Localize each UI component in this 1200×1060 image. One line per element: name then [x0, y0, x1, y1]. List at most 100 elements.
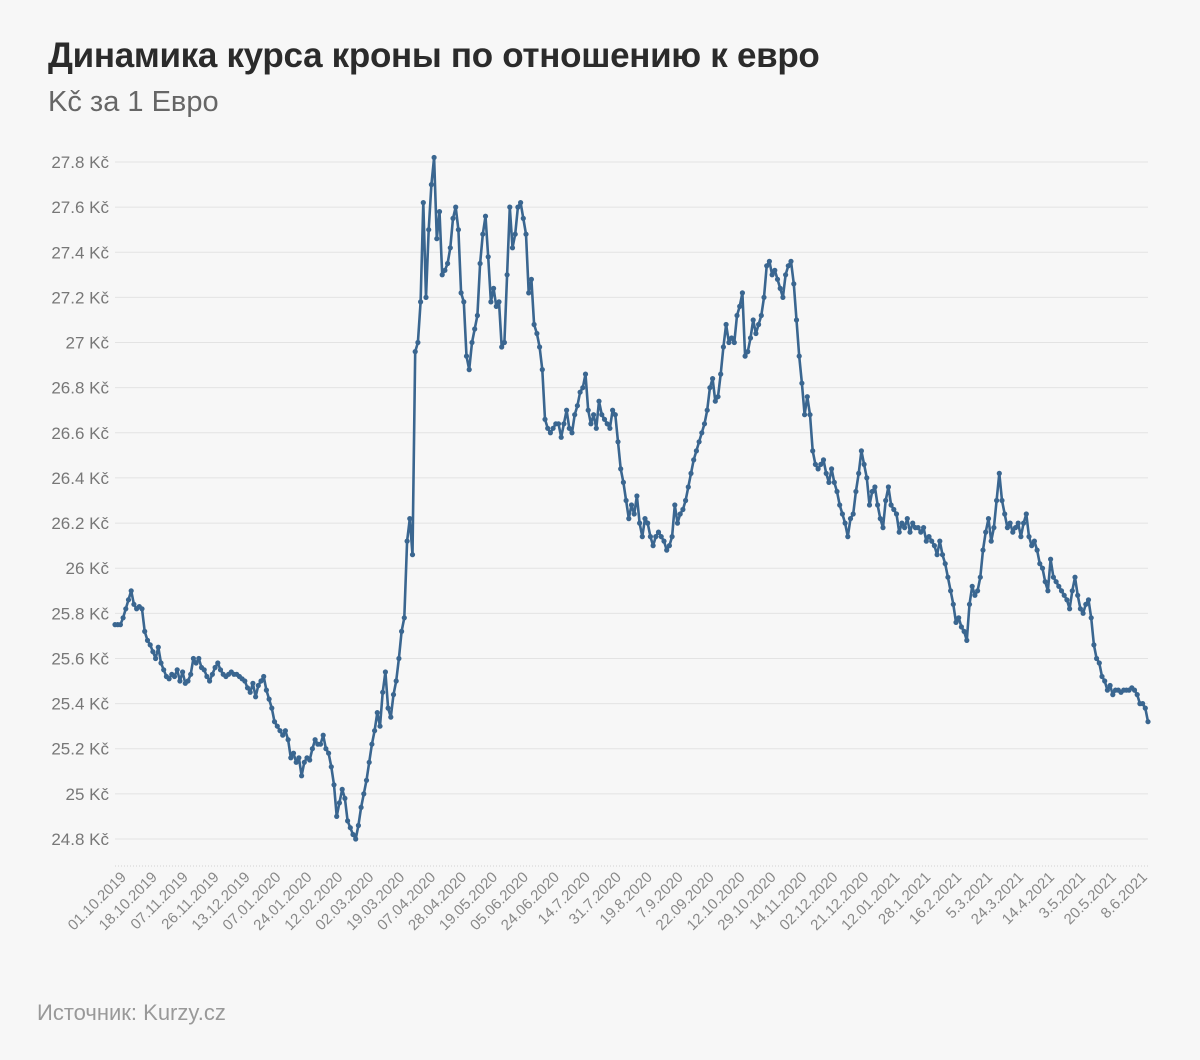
- y-tick-label: 26.4 Kč: [51, 469, 109, 488]
- data-point: [1045, 588, 1051, 594]
- data-point: [804, 394, 810, 400]
- data-point: [201, 667, 207, 673]
- data-point: [401, 615, 407, 621]
- data-point: [672, 502, 678, 508]
- data-point: [190, 655, 196, 662]
- data-point: [623, 497, 629, 504]
- data-point: [612, 412, 618, 418]
- data-point: [1012, 525, 1019, 531]
- data-point: [312, 737, 318, 743]
- data-point: [842, 520, 848, 526]
- data-point: [461, 299, 467, 305]
- data-point: [907, 529, 913, 535]
- data-point: [1031, 538, 1037, 544]
- data-point: [1026, 534, 1032, 540]
- data-point: [858, 448, 865, 454]
- data-point: [285, 737, 291, 743]
- data-point: [193, 660, 199, 666]
- data-point: [131, 601, 137, 607]
- data-point: [528, 276, 535, 282]
- data-point: [1067, 606, 1073, 612]
- data-point: [1002, 511, 1008, 517]
- data-point: [418, 299, 424, 305]
- data-point: [534, 330, 540, 337]
- data-point: [493, 303, 499, 309]
- data-point: [964, 637, 970, 644]
- data-point: [515, 204, 521, 210]
- data-point: [985, 516, 992, 522]
- data-point: [599, 412, 605, 418]
- data-point: [869, 488, 875, 495]
- data-point: [683, 497, 689, 504]
- data-point: [271, 719, 278, 725]
- data-point: [204, 673, 210, 680]
- data-point: [701, 421, 708, 427]
- data-point: [961, 628, 967, 635]
- data-point: [393, 678, 399, 684]
- chart-subtitle: Kč за 1 Евро: [48, 86, 219, 118]
- data-point: [1015, 520, 1021, 526]
- data-point: [269, 705, 275, 711]
- data-point: [388, 714, 394, 720]
- data-point: [385, 705, 391, 711]
- data-point: [488, 299, 494, 305]
- data-point: [807, 412, 813, 418]
- data-point: [780, 294, 786, 300]
- data-point: [558, 434, 564, 440]
- data-point: [434, 236, 440, 242]
- data-point: [904, 516, 910, 522]
- data-point: [345, 818, 351, 824]
- data-point: [158, 660, 164, 666]
- data-point: [523, 231, 529, 237]
- data-point: [366, 759, 372, 765]
- data-point: [372, 728, 378, 734]
- data-point: [442, 267, 448, 273]
- data-point: [788, 258, 794, 264]
- data-point: [358, 804, 364, 811]
- data-point: [1102, 678, 1108, 684]
- data-point: [347, 825, 353, 831]
- data-point: [720, 344, 727, 350]
- data-point: [753, 330, 759, 337]
- y-tick-label: 27 Kč: [66, 334, 110, 353]
- data-point: [739, 290, 746, 296]
- data-point: [1056, 583, 1062, 589]
- data-point: [634, 493, 640, 499]
- data-point: [991, 525, 997, 531]
- data-point: [996, 470, 1002, 476]
- data-point: [150, 649, 156, 655]
- data-point: [250, 680, 256, 686]
- data-point: [266, 696, 272, 702]
- data-point: [661, 538, 667, 544]
- data-point: [309, 746, 315, 752]
- data-point: [474, 312, 480, 319]
- data-point: [177, 678, 183, 684]
- data-point: [834, 488, 840, 495]
- data-point: [166, 676, 172, 682]
- chart-title: Динамика курса кроны по отношению к евро: [48, 36, 820, 75]
- data-point: [980, 547, 986, 553]
- data-point: [910, 520, 916, 526]
- y-tick-label: 25.6 Kč: [51, 649, 109, 668]
- data-point: [707, 385, 713, 391]
- data-point: [582, 371, 589, 377]
- data-point: [242, 678, 248, 684]
- data-point: [1145, 719, 1151, 725]
- data-point: [399, 628, 405, 635]
- data-point: [756, 321, 762, 328]
- data-point: [693, 448, 700, 454]
- y-tick-label: 26 Kč: [66, 559, 110, 578]
- data-point: [742, 353, 748, 359]
- data-point: [975, 588, 981, 594]
- data-point: [326, 750, 332, 756]
- data-point: [336, 800, 342, 806]
- data-point: [826, 479, 832, 485]
- data-point: [477, 260, 483, 267]
- y-tick-label: 24.8 Kč: [51, 830, 109, 849]
- data-point: [547, 430, 554, 436]
- data-point: [409, 552, 416, 558]
- y-axis: 27.8 Kč 27.6 Kč 27.4 Kč 27.2 Kč 27 Kč 26.8 Kč…: [51, 153, 109, 849]
- data-point: [120, 615, 126, 621]
- data-point: [128, 588, 134, 594]
- data-point: [837, 502, 843, 508]
